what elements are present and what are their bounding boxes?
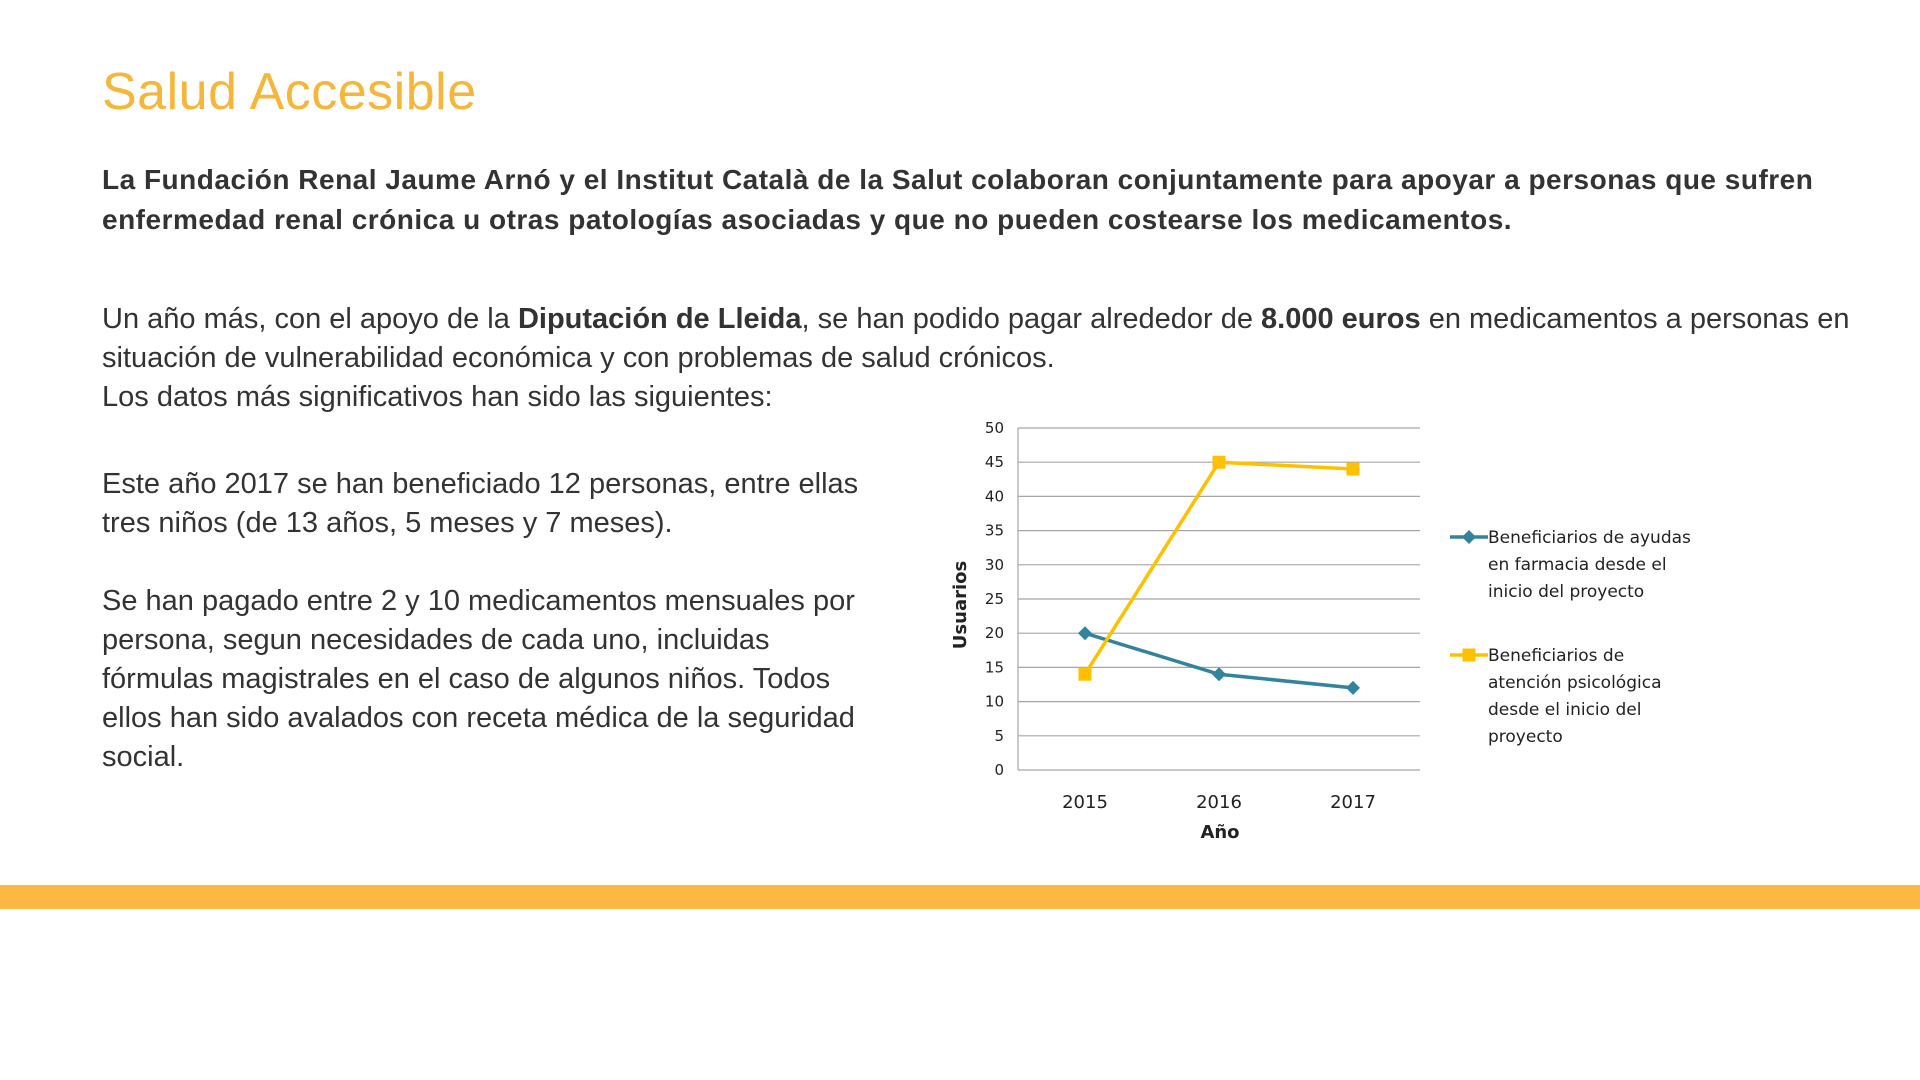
y-tick-label-10: 10 [985,693,1004,711]
series-1-point-2015 [1078,626,1092,641]
intro-text-4: Los datos más significativos han sido la… [102,381,773,413]
series-line-2 [1083,460,1354,676]
legend-marker-1 [1462,530,1476,544]
legend-label-1-line-1: Beneficiarios de ayudas [1488,528,1691,548]
y-tick-label-30: 30 [985,556,1004,574]
x-tick-label-2015: 2015 [1062,792,1108,813]
legend-label-1-line-3: inicio del proyecto [1488,582,1644,602]
intro-text-3: en medicamentos a personas en situación … [102,303,1850,374]
series-2-point-2015 [1078,667,1092,681]
y-tick-label-50: 50 [985,419,1004,437]
y-tick-label-5: 5 [994,727,1004,745]
lead-paragraph: La Fundación Renal Jaume Arnó y el Insti… [102,164,1814,235]
y-tick-label-35: 35 [985,522,1004,540]
intro-bold-amount: 8.000 euros [1261,303,1421,335]
y-tick-label-40: 40 [985,487,1004,505]
footer-bar [0,885,1920,909]
y-tick-label-20: 20 [985,624,1004,642]
series-2-point-2016 [1212,455,1226,469]
legend-label-1-line-2: en farmacia desde el [1488,555,1667,575]
series-1-point-2017 [1346,680,1360,695]
x-axis-title: Año [1200,822,1239,843]
y-axis-title: Usuarios [950,561,971,649]
page-title: Salud Accesible [102,63,477,121]
y-tick-label-25: 25 [985,590,1004,608]
x-tick-label-2017: 2017 [1330,792,1376,813]
legend-label-2-line-4: proyecto [1488,727,1563,747]
x-tick-label-2016: 2016 [1196,792,1242,813]
y-tick-label-0: 0 [994,761,1004,779]
y-tick-label-15: 15 [985,658,1004,676]
intro-bold-diputacion: Diputación de Lleida [517,303,802,335]
users-line-chart: 0 5 10 15 20 25 30 35 40 45 50 2015 2016 2017 Año Usu… [950,419,1691,843]
beneficiaries-paragraph: Este año 2017 se han beneficiado 12 pers… [102,468,859,539]
intro-text-2: , se han podido pagar alrededor de [801,303,1262,335]
intro-text-1: Un año más, con el apoyo de la [102,303,518,335]
legend-label-2-line-2: atención psicológica [1488,673,1662,693]
legend-label-2-line-3: desde el inicio del [1488,700,1641,720]
intro-paragraph: Un año más, con el apoyo de la Diputació… [102,300,1862,417]
series-1-point-2016 [1212,667,1226,682]
legend-label-2-line-1: Beneficiarios de [1488,646,1624,666]
series-2-point-2017 [1346,462,1360,476]
y-tick-label-45: 45 [985,453,1004,471]
legend-marker-2 [1462,648,1476,662]
medications-paragraph: Se han pagado entre 2 y 10 medicamentos … [102,585,855,773]
